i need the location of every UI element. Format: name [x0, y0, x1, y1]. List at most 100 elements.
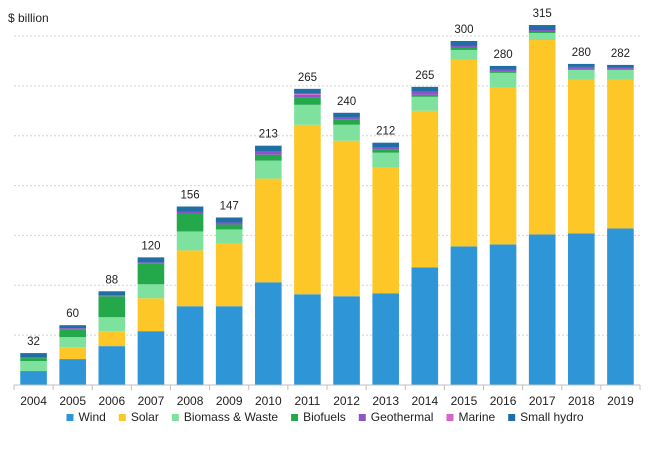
bar-segment-small-hydro-2016 [489, 65, 517, 70]
bar-segment-geothermal-2015 [450, 45, 478, 48]
bar-segment-geothermal-2005 [59, 328, 86, 330]
bar-segment-small-hydro-2004 [20, 353, 47, 358]
total-label-2013: 212 [376, 126, 395, 138]
total-label-2004: 32 [27, 336, 40, 348]
total-label-2017: 315 [533, 8, 552, 20]
bar-segment-small-hydro-2011 [294, 88, 321, 94]
legend-label-marine: Marine [458, 410, 495, 424]
bar-segment-solar-2013 [372, 167, 399, 294]
x-tick-label-2009: 2009 [216, 394, 243, 408]
bar-segment-biofuels-2004 [20, 358, 47, 362]
x-tick-label-2012: 2012 [333, 394, 360, 408]
bar-segment-solar-2016 [489, 87, 517, 245]
bar-segment-geothermal-2013 [372, 147, 399, 150]
bar-segment-biomass-waste-2012 [333, 124, 360, 141]
total-label-2019: 282 [611, 48, 630, 60]
x-tick-label-2019: 2019 [607, 394, 634, 408]
bar-segment-biofuels-2005 [59, 329, 86, 338]
bar-segment-biomass-waste-2010 [255, 160, 282, 179]
bar-segment-small-hydro-2019 [607, 64, 634, 68]
bar-segment-biofuels-2018 [568, 68, 595, 70]
bar-segment-wind-2009 [215, 306, 243, 385]
bar-segment-solar-2019 [607, 79, 634, 229]
bar-segment-biomass-waste-2005 [59, 337, 86, 348]
total-label-2016: 280 [493, 49, 512, 61]
bar-segment-biofuels-2009 [215, 224, 243, 230]
x-tick-label-2015: 2015 [451, 394, 478, 408]
legend-label-biomass-waste: Biomass & Waste [184, 410, 279, 424]
bar-segment-geothermal-2016 [489, 69, 517, 72]
bar-segment-biofuels-2013 [372, 149, 399, 153]
bar-segment-solar-2015 [450, 59, 478, 247]
bar-segment-solar-2011 [294, 124, 321, 295]
y-axis-label: $ billion [8, 11, 49, 25]
bar-segment-small-hydro-2007 [137, 257, 165, 263]
bar-segment-wind-2007 [137, 331, 165, 385]
x-tick-label-2016: 2016 [490, 394, 517, 408]
bar-segment-geothermal-2011 [294, 94, 321, 98]
bar-segment-biofuels-2012 [333, 119, 360, 125]
total-label-2015: 300 [454, 24, 473, 36]
bar-segment-wind-2017 [528, 234, 556, 385]
bar-segment-biomass-waste-2016 [489, 72, 517, 88]
bar-segment-geothermal-2010 [255, 151, 282, 155]
bar-segment-wind-2014 [411, 267, 439, 385]
bar-segment-wind-2006 [98, 346, 126, 385]
bar-segment-solar-2017 [528, 39, 556, 235]
legend-label-wind: Wind [78, 410, 105, 424]
bar-segment-biomass-waste-2015 [450, 49, 478, 60]
bar-segment-small-hydro-2018 [568, 63, 595, 67]
bar-segment-geothermal-2018 [568, 66, 595, 69]
bar-segment-solar-2010 [255, 178, 282, 283]
legend-label-biofuels: Biofuels [303, 410, 346, 424]
bar-segment-biofuels-2014 [411, 94, 439, 97]
x-tick-label-2007: 2007 [138, 394, 165, 408]
x-tick-label-2013: 2013 [372, 394, 399, 408]
bar-segment-solar-2008 [176, 250, 204, 307]
bar-segment-solar-2012 [333, 140, 360, 297]
total-label-2012: 240 [337, 96, 356, 108]
legend-swatch-geothermal [358, 414, 366, 421]
legend-label-small-hydro: Small hydro [520, 410, 584, 424]
bar-segment-wind-2011 [294, 294, 321, 385]
bar-segment-wind-2004 [20, 371, 47, 385]
total-label-2010: 213 [259, 129, 278, 141]
legend-label-geothermal: Geothermal [371, 410, 434, 424]
bar-segment-biomass-waste-2006 [98, 317, 126, 332]
bar-segment-geothermal-2008 [176, 211, 204, 214]
x-tick-label-2017: 2017 [529, 394, 556, 408]
bar-segment-biomass-waste-2019 [607, 69, 634, 80]
total-label-2009: 147 [220, 200, 239, 212]
total-label-2005: 60 [66, 308, 79, 320]
bar-segment-wind-2008 [176, 306, 204, 385]
x-tick-label-2011: 2011 [295, 394, 321, 408]
bar-segment-small-hydro-2015 [450, 40, 478, 46]
x-tick-label-2010: 2010 [255, 394, 282, 408]
bar-segment-geothermal-2006 [98, 295, 126, 297]
bar-segment-biomass-waste-2017 [528, 33, 556, 40]
bar-segment-wind-2012 [333, 296, 360, 385]
bar-segment-wind-2005 [59, 359, 86, 385]
bar-segment-biofuels-2010 [255, 154, 282, 161]
bar-segment-biomass-waste-2007 [137, 284, 165, 299]
bar-segment-small-hydro-2012 [333, 112, 360, 118]
bar-segment-solar-2018 [568, 79, 595, 234]
bar-segment-biofuels-2016 [489, 71, 517, 73]
total-label-2006: 88 [105, 274, 118, 286]
total-label-2008: 156 [180, 190, 199, 202]
bar-segment-wind-2016 [489, 244, 517, 385]
bar-segment-solar-2014 [411, 110, 439, 268]
bar-segment-biomass-waste-2013 [372, 152, 399, 168]
bar-segment-small-hydro-2008 [176, 206, 204, 212]
x-tick-label-2004: 2004 [20, 394, 47, 408]
total-label-2007: 120 [141, 240, 160, 252]
legend-swatch-wind [66, 414, 74, 421]
bar-segment-small-hydro-2010 [255, 145, 282, 152]
bars [20, 25, 634, 385]
bar-segment-geothermal-2004 [20, 357, 47, 359]
legend: Wind Solar Biomass & Waste Biofuels Geotherm… [66, 410, 584, 424]
x-tick-label-2018: 2018 [568, 394, 595, 408]
bar-segment-biofuels-2011 [294, 97, 321, 105]
bar-segment-biomass-waste-2004 [20, 361, 47, 372]
